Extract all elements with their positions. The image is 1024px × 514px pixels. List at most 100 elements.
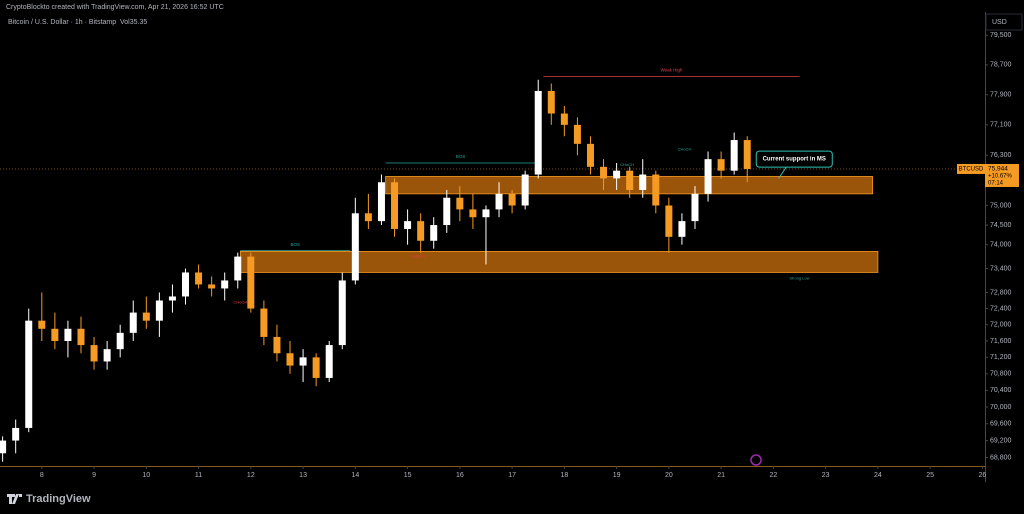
level-label: BOS — [290, 242, 300, 247]
x-tick-label: 17 — [508, 472, 516, 479]
candle-body — [391, 182, 399, 229]
candle-body — [508, 193, 516, 206]
candle-body — [560, 113, 568, 125]
y-tick-label: 72,000 — [990, 322, 1012, 329]
candle-body — [469, 209, 477, 218]
candle-body — [704, 159, 712, 194]
candle-body — [64, 328, 72, 341]
y-tick-label: 76,300 — [990, 152, 1012, 159]
callout-text: Current support in MS — [763, 157, 826, 163]
candle-body — [586, 143, 594, 167]
candle-body — [116, 332, 124, 350]
level-label: BOS — [456, 154, 466, 159]
currency-box[interactable] — [985, 13, 1023, 31]
y-tick-label: 79,500 — [990, 32, 1012, 39]
candle-body — [234, 256, 242, 281]
candle-body — [600, 166, 608, 179]
candle-body — [717, 159, 725, 171]
candle-body — [325, 345, 333, 378]
price-tag-countdown: 07:14 — [988, 181, 1004, 187]
symbol-tag — [957, 163, 985, 174]
candle-body — [77, 328, 85, 346]
symbol-tag-text: BTCUSD — [959, 167, 984, 173]
candle-body — [534, 90, 542, 175]
y-tick-label: 78,700 — [990, 62, 1012, 69]
y-tick-label: 70,800 — [990, 371, 1012, 378]
y-tick-label: 72,800 — [990, 289, 1012, 296]
y-tick-label: 74,000 — [990, 242, 1012, 249]
annotation: CHoCH — [620, 162, 634, 167]
candle-body — [377, 182, 385, 222]
candle-body — [168, 296, 176, 301]
x-tick-label: 19 — [613, 472, 621, 479]
candle-body — [195, 272, 203, 285]
candle-body — [129, 312, 137, 333]
annotation: CHoCH — [233, 300, 247, 305]
logo: TradingView — [7, 493, 91, 505]
candle-body — [299, 357, 307, 366]
y-tick-label: 75,000 — [990, 202, 1012, 209]
x-tick-label: 13 — [299, 472, 307, 479]
y-tick-label: 71,600 — [990, 338, 1012, 345]
candle-body — [521, 174, 529, 206]
candle-body — [0, 440, 7, 454]
y-tick-label: 70,000 — [990, 404, 1012, 411]
price-tag — [985, 163, 1019, 187]
candle-body — [430, 225, 438, 241]
event-icon[interactable] — [750, 454, 762, 466]
x-tick-label: 18 — [560, 472, 568, 479]
callout-box — [755, 150, 833, 168]
candle-body — [613, 170, 621, 179]
annotation: CHoCH — [678, 147, 692, 152]
candle-body — [443, 197, 451, 226]
x-tick-label: 20 — [665, 472, 673, 479]
x-tick-label: 24 — [874, 472, 882, 479]
price-tag-value: 75,944 — [988, 166, 1008, 173]
candle-body — [652, 174, 660, 206]
candle-body — [691, 193, 699, 222]
candle-body — [364, 213, 372, 222]
candle-body — [639, 174, 647, 190]
candle-body — [626, 170, 634, 190]
symbol-title: Bitcoin / U.S. Dollar · 1h · Bitstamp — [8, 19, 116, 26]
candle-body — [182, 272, 190, 297]
candle-body — [573, 124, 581, 144]
y-tick-label: 71,200 — [990, 354, 1012, 361]
level-label: Weak High — [661, 68, 683, 73]
annotation: CHoCH — [411, 254, 425, 259]
brand: TradingView — [26, 493, 91, 505]
candle-body — [338, 280, 346, 346]
y-tick-label: 73,400 — [990, 265, 1012, 272]
candle-body — [286, 353, 294, 366]
zone — [239, 251, 879, 273]
candle-body — [404, 221, 412, 229]
candle-body — [247, 256, 255, 309]
candle-body — [417, 221, 425, 241]
price-tag-change: +10.67% — [988, 174, 1013, 180]
y-tick-label: 77,100 — [990, 122, 1012, 129]
x-tick-label: 9 — [92, 472, 96, 479]
candle-body — [312, 357, 320, 378]
candle-body — [495, 193, 503, 210]
x-tick-label: 26 — [978, 472, 986, 479]
candle-body — [90, 345, 98, 362]
candle-body — [221, 280, 229, 289]
x-tick-label: 25 — [926, 472, 934, 479]
logo-mark — [7, 494, 22, 504]
callout-pointer — [778, 166, 787, 179]
x-tick-label: 15 — [404, 472, 412, 479]
candle-body — [260, 308, 268, 337]
credit: CryptoBlockto created with TradingView.c… — [6, 4, 224, 11]
x-tick-label: 14 — [351, 472, 359, 479]
candle-body — [208, 284, 216, 289]
x-tick-label: 23 — [822, 472, 830, 479]
y-tick-label: 72,400 — [990, 305, 1012, 312]
candle-body — [456, 197, 464, 210]
x-tick-label: 21 — [717, 472, 725, 479]
currency[interactable]: USD — [992, 19, 1007, 26]
candle-body — [51, 328, 59, 341]
candle-body — [678, 221, 686, 237]
candle-body — [730, 140, 738, 171]
annotation: Strong Low — [789, 276, 809, 281]
